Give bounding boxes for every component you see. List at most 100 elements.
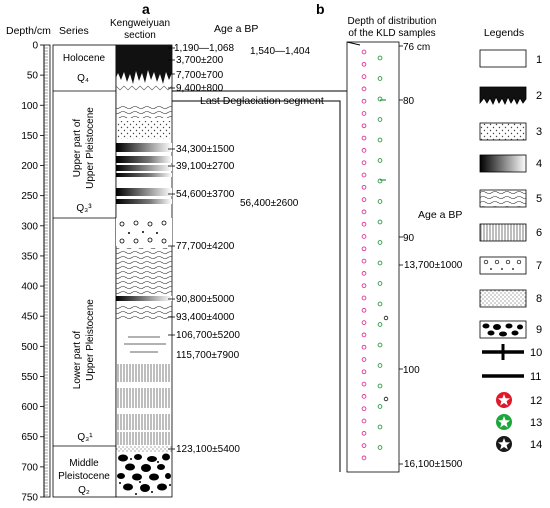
kld-age-header: Age a BP	[418, 209, 462, 221]
section-header-line2: section	[124, 30, 156, 41]
legend-swatch-blobs	[479, 320, 527, 339]
kld-green-sample	[377, 342, 383, 348]
kld-pink-sample	[361, 369, 367, 375]
kld-pink-sample	[361, 49, 367, 55]
age-label: 9,400±800	[176, 83, 224, 94]
depth-tick-label: 600	[21, 402, 38, 413]
kld-age-label: 13,700±1000	[404, 260, 463, 271]
depth-tick-label: 250	[21, 191, 38, 202]
depth-tick-label: 450	[21, 312, 38, 323]
layer-sparse-lines	[124, 336, 166, 353]
kld-pink-sample	[361, 74, 367, 79]
kld-green-sample	[377, 55, 383, 61]
age-labels: 1,190—1,068 1,540—1,404 3,700±200 7,700±…	[174, 43, 310, 455]
legend-number: 5	[536, 193, 542, 205]
panel-label-a: a	[142, 1, 150, 17]
legend-green-star-icon	[496, 414, 512, 430]
age-label: 7,700±700	[176, 70, 224, 81]
age-label: 123,100±5400	[176, 444, 240, 455]
kld-pink-sample	[361, 98, 367, 104]
kld-green-sample	[377, 383, 383, 389]
age-label: 115,700±7900	[176, 350, 240, 361]
legends-header: Legends	[484, 27, 524, 39]
kld-pink-sample	[361, 344, 367, 350]
section-header-line1: Kengweiyuan	[110, 18, 170, 29]
series-lower-upper-line1: Upper Pleistocene	[85, 299, 96, 381]
kld-depth-label: 90	[403, 233, 415, 244]
kld-green-samples	[377, 55, 383, 450]
kld-pink-sample	[361, 123, 367, 129]
legend-swatch-dots	[479, 122, 527, 141]
depth-tick-label: 500	[21, 342, 38, 353]
legend-number: 2	[536, 90, 542, 102]
depth-tick-label: 750	[21, 493, 38, 504]
layer-gradient-5	[116, 188, 172, 196]
series-middle-line1: Middle	[69, 458, 99, 469]
kld-green-sample	[377, 281, 383, 286]
legend-number: 7	[536, 260, 542, 272]
kld-header-line1: Depth of distribution	[348, 16, 437, 27]
kld-green-sample	[377, 322, 383, 327]
legend-symbol-cross-bar	[482, 344, 524, 360]
kld-pink-sample	[361, 86, 367, 92]
depth-tick-label: 150	[21, 131, 38, 142]
kld-pink-sample	[361, 295, 367, 301]
depth-minor-ticks	[44, 44, 48, 496]
kld-pink-sample	[361, 172, 367, 178]
age-label: 1,540—1,404	[250, 46, 310, 57]
legend-number: 1	[536, 54, 542, 66]
kld-green-sample	[377, 96, 383, 102]
legend-black-star-icon	[496, 436, 512, 452]
kld-green-sample	[377, 199, 383, 204]
kld-green-sample	[377, 363, 383, 368]
deglaciation-connector	[172, 44, 361, 472]
kld-pink-sample	[361, 406, 367, 412]
layer-gradient-1	[116, 143, 172, 152]
kld-age-label: 16,100±1500	[404, 459, 463, 470]
kld-green-sample	[377, 240, 383, 245]
kld-pink-sample	[361, 209, 367, 215]
age-label: 39,100±2700	[176, 161, 235, 172]
kld-pink-sample	[361, 61, 367, 67]
kld-pink-sample	[361, 430, 367, 436]
layer-gradient-6	[116, 199, 172, 204]
legend-number: 13	[530, 417, 542, 429]
age-label: 93,400±4000	[176, 312, 235, 323]
kld-pink-sample	[361, 271, 367, 276]
kld-header-line2: of the KLD samples	[348, 28, 435, 39]
legend-number: 3	[536, 126, 542, 138]
kld-pink-sample	[361, 148, 367, 153]
legend-swatch-black-jagged	[479, 86, 527, 105]
legend-swatch-vertical	[479, 223, 527, 242]
legend-swatch-wavy	[479, 189, 527, 208]
kld-pink-sample	[361, 234, 367, 239]
depth-tick-label: 400	[21, 282, 38, 293]
legend-number: 10	[530, 347, 542, 359]
last-deglaciation-label: Last Deglaciation segment	[200, 95, 324, 107]
series-holocene: Holocene	[63, 53, 106, 64]
layer-gradient-2	[116, 156, 172, 163]
kld-pink-sample	[361, 160, 367, 166]
layer-vertical-4	[116, 432, 172, 445]
legend-number: 12	[530, 395, 542, 407]
kld-pink-sample	[361, 283, 367, 289]
legend: 1 2 3 4 5 6 7 8 9 10 11 12 13 14	[479, 49, 542, 452]
kld-pink-sample	[361, 320, 367, 325]
age-label: 3,700±200	[176, 55, 224, 66]
series-holocene-symbol: Q₄	[77, 73, 89, 84]
age-label: 56,400±2600	[240, 198, 299, 209]
kld-black-sample	[383, 315, 389, 321]
kld-pink-sample	[361, 258, 367, 264]
kld-pink-sample	[361, 221, 367, 227]
kld-green-sample	[377, 404, 383, 409]
layer-black-blobs	[117, 453, 171, 495]
layer-black-jagged	[116, 45, 172, 84]
kld-depth-labels: 76 cm 80 90 100	[399, 42, 430, 465]
kld-pink-sample	[361, 357, 367, 362]
kld-green-sample	[377, 178, 383, 184]
kld-pink-sample	[361, 332, 367, 338]
kld-depth-label: 100	[403, 365, 420, 376]
kld-green-sample	[377, 219, 383, 225]
kld-green-sample	[377, 260, 383, 266]
depth-tick-label: 700	[21, 462, 38, 473]
